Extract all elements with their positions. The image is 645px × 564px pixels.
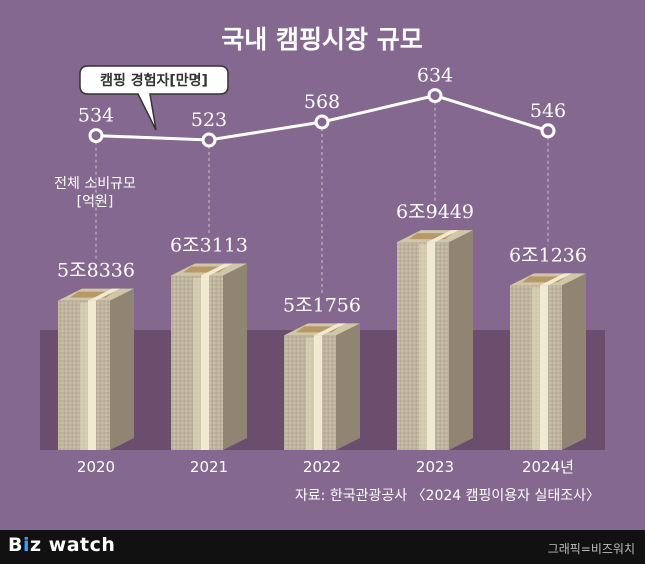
- bubble-callout: 캠핑 경험자[만명]: [79, 65, 229, 131]
- bubble-label: 캠핑 경험자[만명]: [100, 72, 208, 89]
- line-point-2021: [201, 132, 217, 148]
- graphic-credit: 그래픽=비즈워치: [547, 542, 635, 556]
- bar-label-2024년: 6조1236: [509, 244, 587, 266]
- bar-label-2021: 6조3113: [170, 234, 248, 256]
- line-label-2022: 568: [304, 91, 340, 113]
- bar-2022: [284, 323, 360, 450]
- bar-2021: [171, 263, 247, 450]
- chart-title: 국내 캠핑시장 규모: [221, 25, 422, 54]
- line-point-2024년: [540, 123, 556, 139]
- footer-bar: Biz watch 그래픽=비즈워치: [0, 530, 645, 564]
- brand-logo: Biz watch: [8, 534, 116, 556]
- spending-label-line1: 전체 소비규모: [54, 176, 136, 192]
- bar-2024년: [510, 273, 586, 450]
- bar-2020: [58, 288, 134, 450]
- line-point-2020: [88, 128, 104, 144]
- line-label-2020: 534: [78, 105, 114, 127]
- x-tick-2022: 2022: [303, 458, 341, 476]
- line-point-2022: [314, 114, 330, 130]
- x-tick-2023: 2023: [416, 458, 454, 476]
- x-tick-2020: 2020: [77, 458, 115, 476]
- line-label-2021: 523: [191, 109, 227, 131]
- bar-label-2023: 6조9449: [396, 201, 474, 223]
- chart-canvas: 국내 캠핑시장 규모 캠핑 경험자[만명] 전체 소비규모 [억원] 534 52…: [40, 25, 605, 504]
- bar-label-2020: 5조8336: [57, 260, 135, 282]
- x-tick-2024년: 2024년: [522, 458, 574, 476]
- line-label-2023: 634: [417, 65, 453, 87]
- source-note: 자료: 한국관광공사 〈2024 캠핑이용자 실태조사〉: [295, 488, 600, 504]
- bar-2023: [397, 230, 473, 450]
- x-tick-2021: 2021: [190, 458, 228, 476]
- line-label-2024년: 546: [530, 100, 566, 122]
- spending-label-line2: [억원]: [77, 194, 114, 210]
- bar-label-2022: 5조1756: [283, 294, 361, 316]
- line-point-2023: [427, 88, 443, 104]
